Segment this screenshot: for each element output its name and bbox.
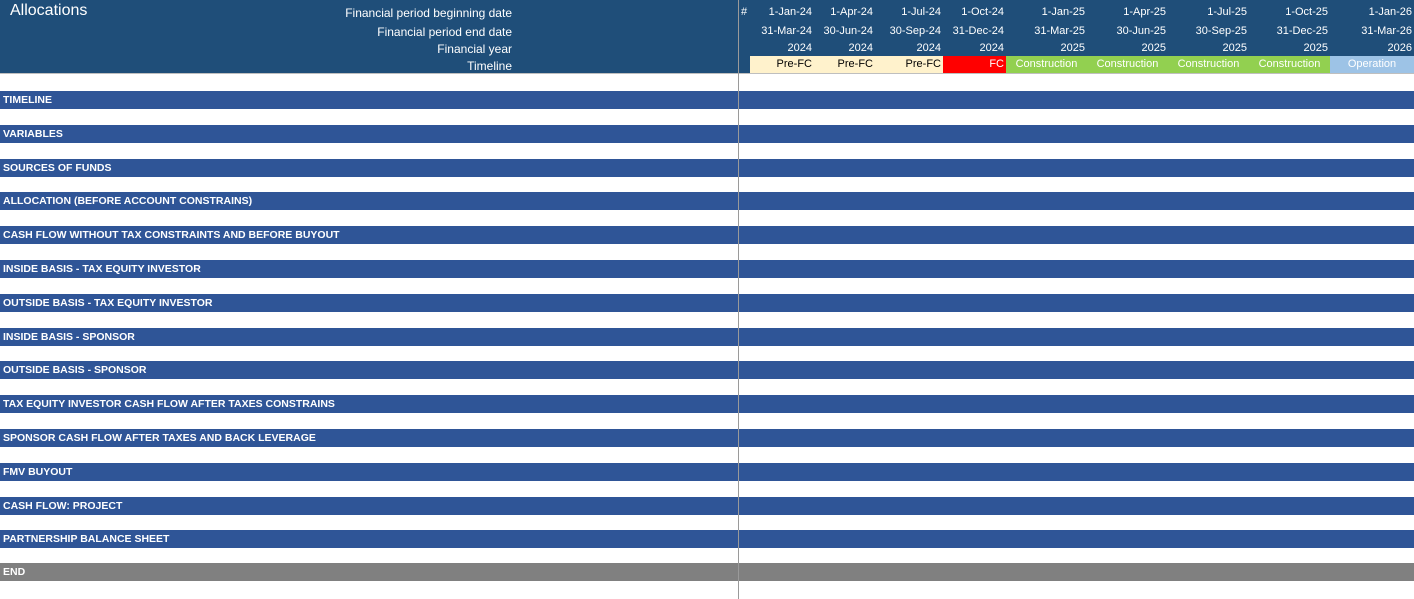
timeline-phase-cell[interactable]: Operation bbox=[1330, 56, 1414, 73]
timeline-phase-cell[interactable]: FC bbox=[943, 56, 1006, 73]
section-header-row[interactable]: SPONSOR CASH FLOW AFTER TAXES AND BACK L… bbox=[0, 429, 1414, 447]
section-header-row[interactable]: OUTSIDE BASIS - SPONSOR bbox=[0, 361, 1414, 379]
section-header-label: PARTNERSHIP BALANCE SHEET bbox=[3, 533, 170, 545]
period-year-cell[interactable]: 2026 bbox=[1387, 42, 1412, 54]
sheet-title: Allocations bbox=[10, 2, 88, 19]
section-header-label: VARIABLES bbox=[3, 128, 63, 140]
timeline-phase-cell[interactable]: Pre-FC bbox=[814, 56, 875, 73]
section-header-row[interactable]: ALLOCATION (BEFORE ACCOUNT CONSTRAINS) bbox=[0, 192, 1414, 210]
section-header-label: OUTSIDE BASIS - SPONSOR bbox=[3, 364, 147, 376]
period-end-cell[interactable]: 31-Dec-25 bbox=[1276, 25, 1328, 37]
section-header-row[interactable]: INSIDE BASIS - SPONSOR bbox=[0, 328, 1414, 346]
section-header-label: CASH FLOW WITHOUT TAX CONSTRAINTS AND BE… bbox=[3, 229, 340, 241]
timeline-phase-cell[interactable]: Construction bbox=[1087, 56, 1168, 73]
period-year-cell[interactable]: 2024 bbox=[848, 42, 873, 54]
label-financial-year: Financial year bbox=[437, 42, 512, 56]
section-header-label: ALLOCATION (BEFORE ACCOUNT CONSTRAINS) bbox=[3, 195, 253, 207]
section-header-label: CASH FLOW: PROJECT bbox=[3, 500, 123, 512]
section-header-row[interactable]: TIMELINE bbox=[0, 91, 1414, 109]
label-period-end: Financial period end date bbox=[377, 25, 512, 39]
section-header-row[interactable]: VARIABLES bbox=[0, 125, 1414, 143]
period-year-cell[interactable]: 2024 bbox=[916, 42, 941, 54]
section-header-row[interactable]: INSIDE BASIS - TAX EQUITY INVESTOR bbox=[0, 260, 1414, 278]
section-header-label: SPONSOR CASH FLOW AFTER TAXES AND BACK L… bbox=[3, 432, 316, 444]
period-year-cell[interactable]: 2025 bbox=[1060, 42, 1085, 54]
section-header-label: SOURCES OF FUNDS bbox=[3, 162, 112, 174]
period-begin-cell[interactable]: 1-Jul-24 bbox=[901, 6, 941, 18]
section-header-label: OUTSIDE BASIS - TAX EQUITY INVESTOR bbox=[3, 297, 213, 309]
period-end-cell[interactable]: 31-Mar-25 bbox=[1034, 25, 1085, 37]
period-year-cell[interactable]: 2025 bbox=[1141, 42, 1166, 54]
timeline-phase-cell[interactable]: Pre-FC bbox=[875, 56, 943, 73]
period-end-cell[interactable]: 31-Mar-24 bbox=[761, 25, 812, 37]
period-begin-cell[interactable]: 1-Apr-24 bbox=[830, 6, 873, 18]
period-begin-cell[interactable]: 1-Oct-24 bbox=[961, 6, 1004, 18]
label-period-begin: Financial period beginning date bbox=[345, 6, 512, 20]
section-header-label: TIMELINE bbox=[3, 94, 52, 106]
section-header-row[interactable]: OUTSIDE BASIS - TAX EQUITY INVESTOR bbox=[0, 294, 1414, 312]
label-column-divider bbox=[738, 0, 739, 599]
period-begin-cell[interactable]: 1-Jan-25 bbox=[1041, 6, 1085, 18]
section-header-label: TAX EQUITY INVESTOR CASH FLOW AFTER TAXE… bbox=[3, 398, 335, 410]
timeline-phase-cell[interactable]: Construction bbox=[1168, 56, 1249, 73]
section-header-row[interactable]: SOURCES OF FUNDS bbox=[0, 159, 1414, 177]
end-label: END bbox=[3, 566, 26, 578]
sheet-header: Allocations Financial period beginning d… bbox=[0, 0, 1414, 73]
timeline-phase-cell[interactable]: Construction bbox=[1006, 56, 1087, 73]
section-header-row[interactable]: TAX EQUITY INVESTOR CASH FLOW AFTER TAXE… bbox=[0, 395, 1414, 413]
section-header-row[interactable]: FMV BUYOUT bbox=[0, 463, 1414, 481]
label-timeline: Timeline bbox=[467, 59, 512, 73]
header-divider bbox=[0, 73, 1414, 74]
section-header-row[interactable]: PARTNERSHIP BALANCE SHEET bbox=[0, 530, 1414, 548]
section-header-label: INSIDE BASIS - SPONSOR bbox=[3, 331, 135, 343]
period-begin-cell[interactable]: 1-Oct-25 bbox=[1285, 6, 1328, 18]
period-year-cell[interactable]: 2025 bbox=[1303, 42, 1328, 54]
period-end-cell[interactable]: 31-Dec-24 bbox=[952, 25, 1004, 37]
period-year-cell[interactable]: 2024 bbox=[979, 42, 1004, 54]
period-begin-cell[interactable]: 1-Jan-24 bbox=[768, 6, 812, 18]
hash-column-header: # bbox=[741, 6, 748, 18]
period-end-cell[interactable]: 30-Jun-25 bbox=[1116, 25, 1166, 37]
section-header-label: INSIDE BASIS - TAX EQUITY INVESTOR bbox=[3, 263, 201, 275]
timeline-phase-cell[interactable]: Construction bbox=[1249, 56, 1330, 73]
period-end-cell[interactable]: 30-Sep-25 bbox=[1195, 25, 1247, 37]
period-begin-cell[interactable]: 1-Jan-26 bbox=[1368, 6, 1412, 18]
period-end-cell[interactable]: 31-Mar-26 bbox=[1361, 25, 1412, 37]
section-header-row[interactable]: CASH FLOW WITHOUT TAX CONSTRAINTS AND BE… bbox=[0, 226, 1414, 244]
period-begin-cell[interactable]: 1-Apr-25 bbox=[1123, 6, 1166, 18]
section-header-label: FMV BUYOUT bbox=[3, 466, 73, 478]
period-end-cell[interactable]: 30-Sep-24 bbox=[889, 25, 941, 37]
period-year-cell[interactable]: 2025 bbox=[1222, 42, 1247, 54]
section-header-row[interactable]: CASH FLOW: PROJECT bbox=[0, 497, 1414, 515]
period-year-cell[interactable]: 2024 bbox=[787, 42, 812, 54]
period-end-cell[interactable]: 30-Jun-24 bbox=[823, 25, 873, 37]
timeline-phase-cell[interactable]: Pre-FC bbox=[750, 56, 814, 73]
end-row[interactable]: END bbox=[0, 563, 1414, 581]
period-begin-cell[interactable]: 1-Jul-25 bbox=[1207, 6, 1247, 18]
